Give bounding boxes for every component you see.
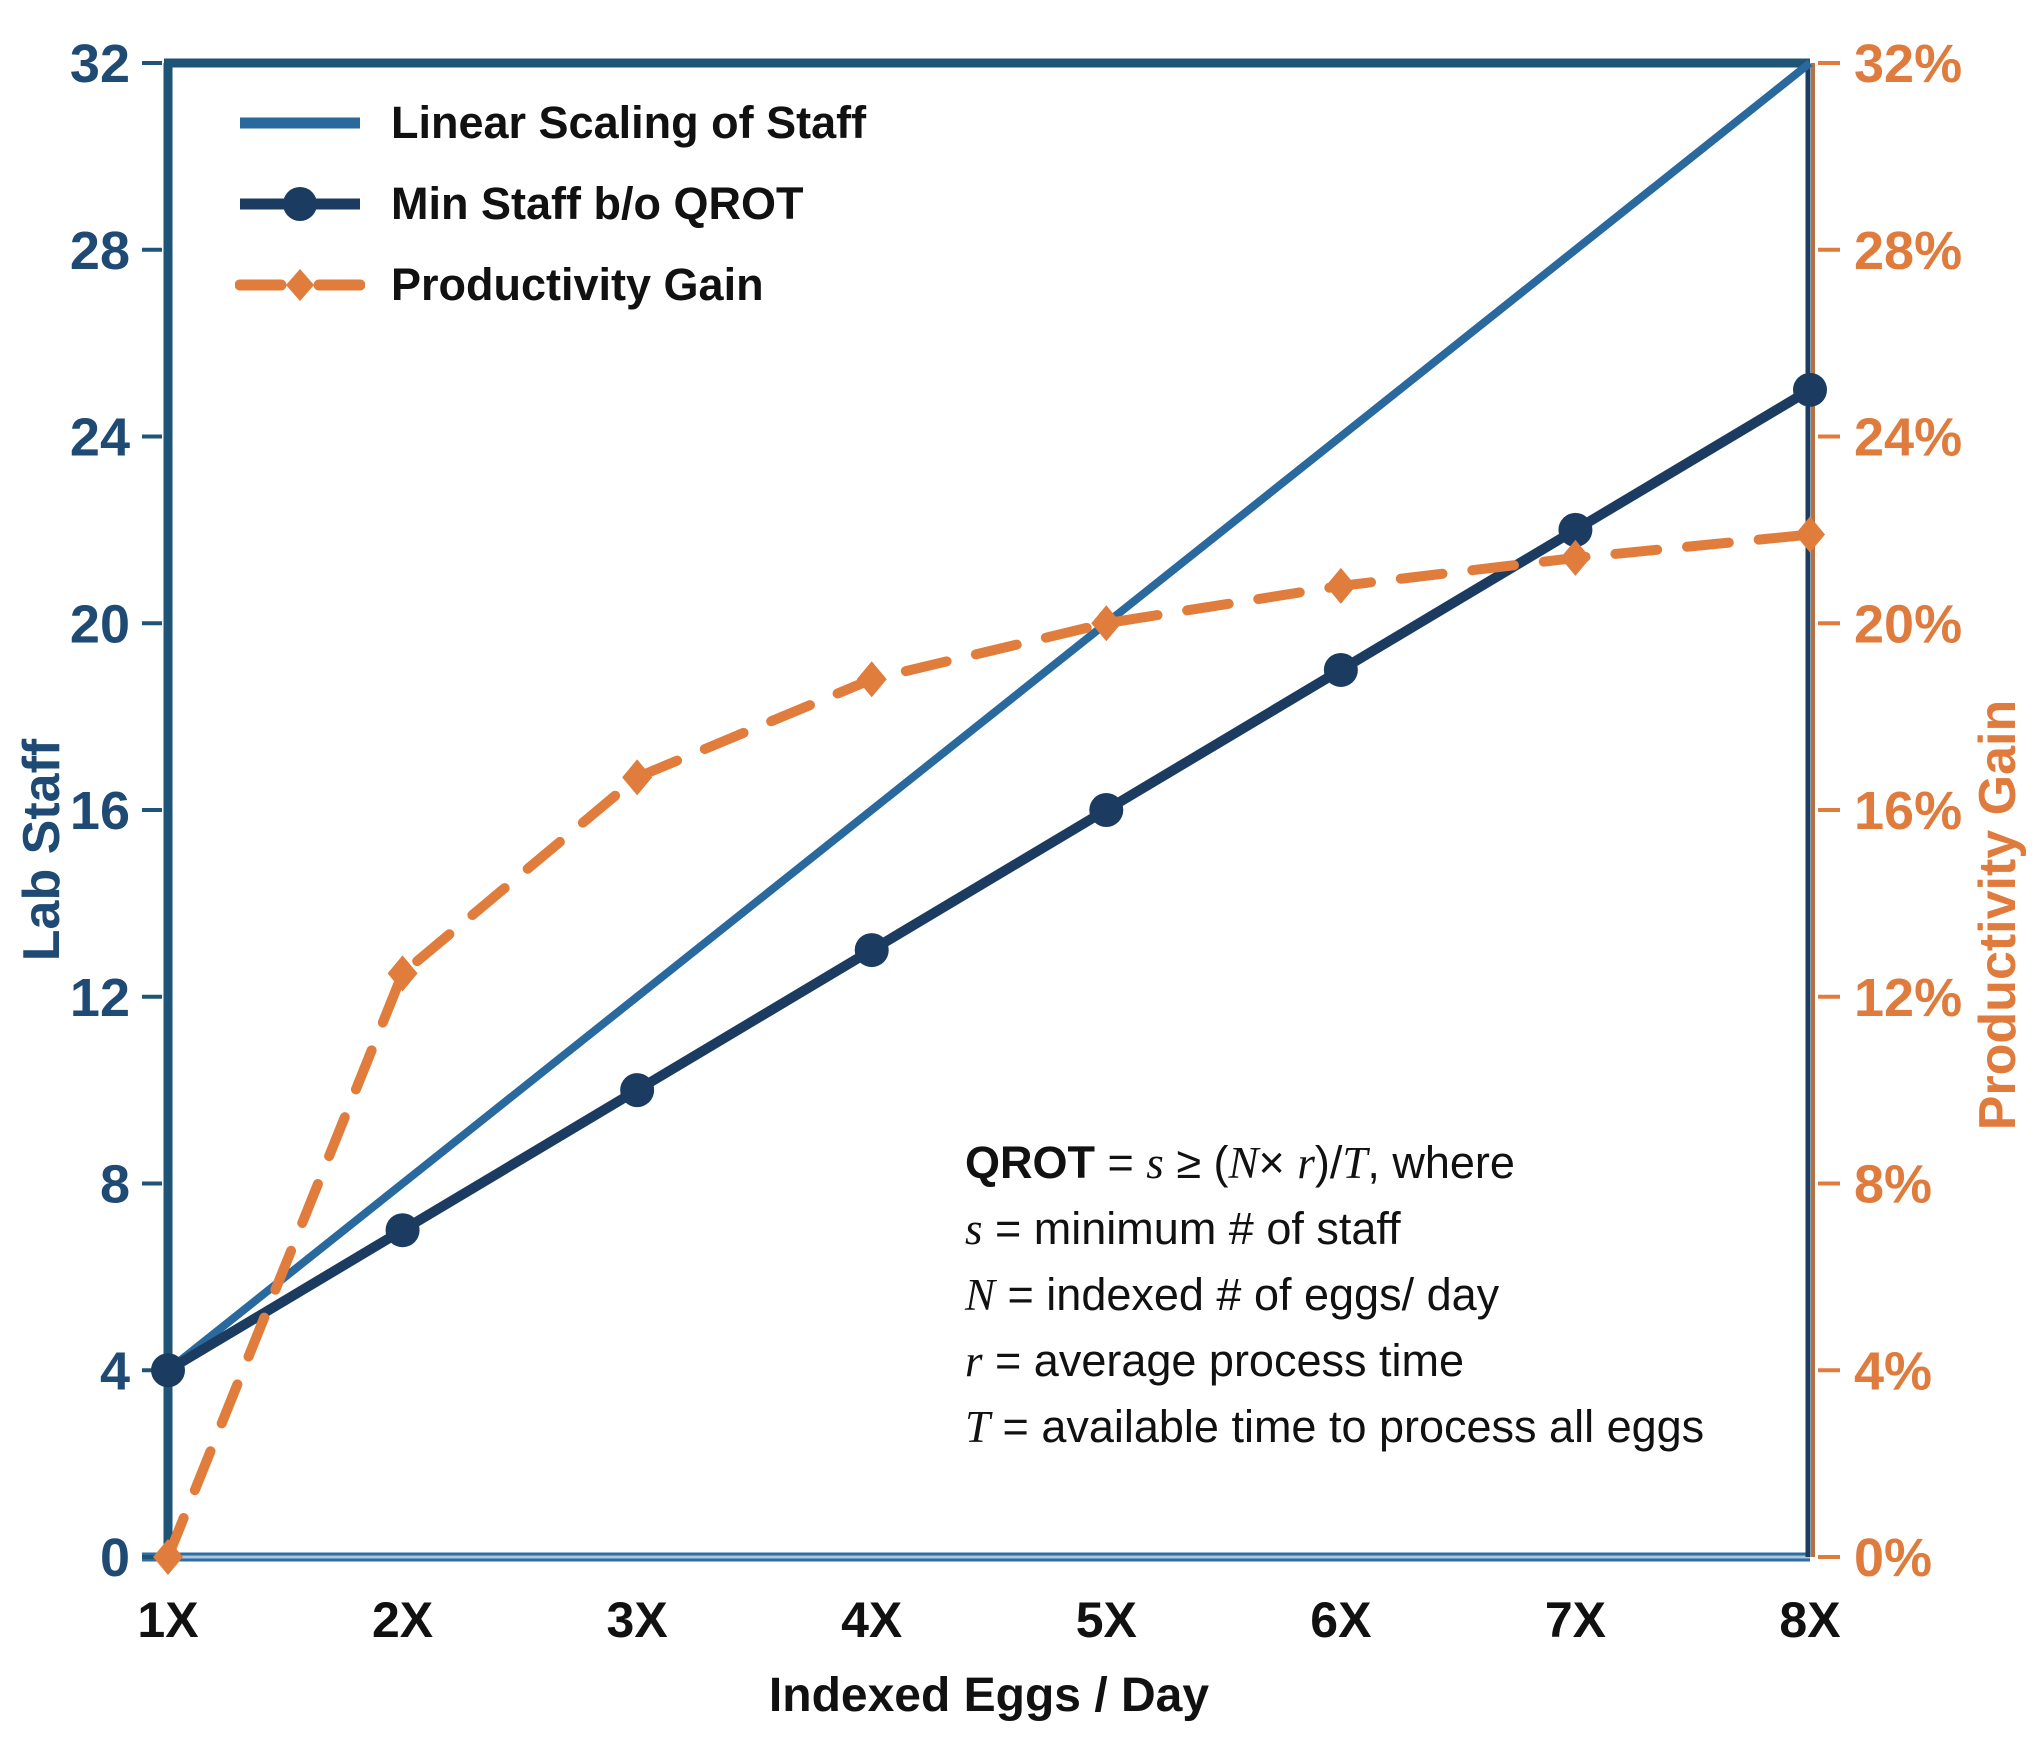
annotation-text: , where: [1367, 1137, 1515, 1188]
series-marker-circle: [854, 933, 889, 968]
series-marker-circle: [385, 1213, 420, 1248]
annotation-text: =: [1095, 1137, 1147, 1188]
x-tick-label: 3X: [607, 1592, 668, 1648]
legend: Linear Scaling of Staff Min Staff b/o QRO…: [235, 92, 866, 335]
annotation-line: T = available time to process all eggs: [965, 1394, 1885, 1460]
annotation-text: )/: [1314, 1137, 1343, 1188]
annotation-text: = minimum # of staff: [982, 1203, 1401, 1254]
series-marker-circle: [620, 1073, 655, 1108]
annotation-math-var: r: [1297, 1138, 1315, 1188]
legend-label: Linear Scaling of Staff: [391, 97, 867, 148]
series-marker-diamond: [1091, 605, 1122, 642]
y-left-tick-label: 24: [70, 408, 130, 468]
x-tick-label: 5X: [1076, 1592, 1137, 1648]
x-tick-label: 1X: [137, 1592, 198, 1648]
y-left-tick-label: 16: [70, 781, 130, 841]
series-marker-circle: [1089, 793, 1124, 827]
series-marker-circle: [1558, 512, 1593, 547]
annotation-line: N = indexed # of eggs/ day: [965, 1262, 1885, 1328]
series-line-0: [165, 59, 1813, 1374]
annotation-text: ≥ (: [1163, 1137, 1229, 1188]
annotation-text: = available time to process all eggs: [990, 1401, 1705, 1452]
annotation-line: s = minimum # of staff: [965, 1196, 1885, 1262]
y-right-tick-label: 32%: [1854, 34, 1962, 94]
x-tick-label: 6X: [1310, 1592, 1371, 1648]
annotation-math-var: N: [965, 1270, 996, 1320]
y-right-tick-label: 4%: [1854, 1341, 1932, 1401]
y-left-tick-label: 12: [70, 968, 130, 1028]
series-marker-diamond: [1560, 539, 1591, 576]
annotation-math-var: s: [965, 1204, 983, 1254]
y-right-tick-label: 28%: [1854, 221, 1962, 281]
x-tick-label: 7X: [1545, 1592, 1606, 1648]
annotation-text: = indexed # of eggs/ day: [995, 1269, 1500, 1320]
y-left-tick-label: 4: [100, 1341, 130, 1401]
y-left-tick-label: 8: [100, 1155, 130, 1215]
legend-line-sample-icon: [240, 117, 360, 129]
y-right-tick-label: 20%: [1854, 594, 1962, 654]
x-tick-label: 8X: [1779, 1592, 1840, 1648]
series-marker-circle: [1323, 652, 1358, 687]
y-axis-label-left: Lab Staff: [13, 738, 71, 962]
series-marker-diamond: [153, 1539, 183, 1575]
series-marker-diamond: [1325, 567, 1356, 604]
y-left-tick-label: 32: [70, 34, 130, 94]
series-marker-circle: [151, 1353, 185, 1388]
series-line-1: [165, 385, 1813, 1375]
y-left-tick-label: 28: [70, 221, 130, 281]
legend-item-0: Linear Scaling of Staff: [235, 92, 866, 154]
annotation-line: r = average process time: [965, 1328, 1885, 1394]
annotation-text: QROT: [965, 1137, 1095, 1188]
annotation-math-var: T: [965, 1402, 991, 1452]
series-marker-diamond: [856, 661, 887, 698]
series-marker-diamond: [387, 955, 418, 992]
y-axis-label-right: Productivity Gain: [1969, 699, 2027, 1131]
legend-item-2: Productivity Gain: [235, 254, 866, 316]
annotation-math-var: r: [965, 1336, 983, 1386]
x-tick-label: 2X: [372, 1592, 433, 1648]
y-right-tick-label: 12%: [1854, 968, 1962, 1028]
y-right-tick-label: 16%: [1854, 781, 1962, 841]
y-left-tick-label: 0: [100, 1528, 130, 1588]
legend-line-sample-icon: [240, 187, 360, 221]
qrot-annotation: QROT = s ≥ (N× r)/T, where s = minimum # …: [965, 1130, 1885, 1460]
series-marker-circle: [1793, 372, 1827, 407]
series-marker-diamond: [1795, 516, 1825, 553]
y-right-tick-label: 8%: [1854, 1155, 1932, 1215]
series-line-2: [163, 529, 1815, 1562]
legend-item-1: Min Staff b/o QROT: [235, 173, 866, 235]
annotation-math-var: T: [1342, 1138, 1368, 1188]
x-axis-label: Indexed Eggs / Day: [768, 1669, 1210, 1722]
annotation-line: QROT = s ≥ (N× r)/T, where: [965, 1130, 1885, 1196]
legend-label: Productivity Gain: [391, 259, 764, 310]
y-right-tick-label: 0%: [1854, 1528, 1932, 1588]
legend-label: Min Staff b/o QROT: [391, 178, 804, 229]
annotation-text: = average process time: [982, 1335, 1465, 1386]
y-left-tick-label: 20: [70, 594, 130, 654]
series-marker-diamond: [622, 759, 653, 796]
annotation-text: ×: [1258, 1137, 1298, 1188]
y-right-tick-label: 24%: [1854, 408, 1962, 468]
annotation-math-var: s: [1146, 1138, 1164, 1188]
x-tick-label: 4X: [841, 1592, 902, 1648]
legend-line-sample-icon: [235, 269, 365, 301]
annotation-math-var: N: [1228, 1138, 1259, 1188]
